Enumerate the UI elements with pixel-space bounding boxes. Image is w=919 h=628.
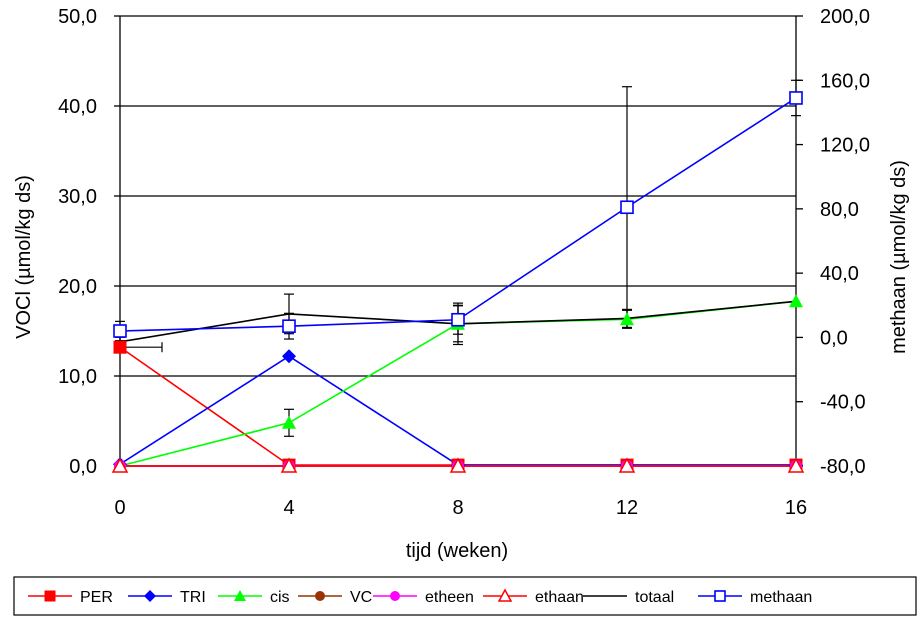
- x-tick-label: 0: [114, 497, 125, 519]
- y-tick-label: 0,0: [69, 456, 97, 478]
- y-axis-title: VOCl (µmol/kg ds): [13, 175, 35, 339]
- legend-item-TRI: TRI: [128, 589, 206, 606]
- series-line-methaan: [119, 97, 797, 332]
- x-axis-title: tijd (weken): [406, 540, 508, 562]
- y2-tick-label: 40,0: [820, 263, 859, 285]
- series-markers: [111, 91, 805, 473]
- marker-cis: [620, 312, 634, 326]
- legend-label: totaal: [635, 589, 674, 606]
- series-lines: [119, 97, 797, 467]
- marker-ethaan: [280, 457, 298, 473]
- y-tick-label: 30,0: [58, 186, 97, 208]
- marker: [497, 588, 513, 602]
- legend-label: TRI: [180, 589, 206, 606]
- y-tick-label: 50,0: [58, 6, 97, 28]
- marker-cis: [282, 415, 296, 429]
- y-tick-label: 20,0: [58, 276, 97, 298]
- marker: [144, 590, 156, 602]
- marker-ethaan: [787, 457, 805, 473]
- marker-ethaan: [618, 457, 636, 473]
- legend-label: cis: [270, 589, 290, 606]
- marker-methaan: [282, 319, 296, 333]
- y-tick-label: 40,0: [58, 96, 97, 118]
- legend-label: etheen: [425, 589, 474, 606]
- x-tick-label: 12: [616, 497, 638, 519]
- y-tick-label: 10,0: [58, 366, 97, 388]
- axis-labels: tijd (weken) VOCl (µmol/kg ds) methaan (…: [13, 160, 910, 562]
- legend: PER TRI cis VC etheen ethaan totaal methaan: [13, 576, 917, 616]
- marker: [44, 590, 56, 602]
- y2-tick-label: -40,0: [820, 392, 866, 414]
- axes: 0,0 10,0 20,0 30,0 40,0 50,0 -80,0 -40,0 0,0 40,0…: [58, 6, 870, 519]
- marker: [390, 591, 400, 601]
- legend-label: ethaan: [535, 589, 584, 606]
- marker-cis: [789, 294, 803, 308]
- legend-item-methaan: methaan: [698, 589, 812, 606]
- legend-item-ethaan: ethaan: [483, 588, 584, 606]
- marker-ethaan: [449, 457, 467, 473]
- y2-tick-label: 80,0: [820, 199, 859, 221]
- legend-item-PER: PER: [28, 589, 113, 606]
- x-tick-label: 16: [785, 497, 807, 519]
- series-line-TRI: [119, 355, 796, 466]
- legend-item-cis: cis: [218, 589, 290, 606]
- legend-item-totaal: totaal: [583, 589, 674, 606]
- y2-tick-label: -80,0: [820, 456, 866, 478]
- marker-ethaan: [111, 457, 129, 473]
- marker: [315, 591, 325, 601]
- marker-methaan: [789, 91, 803, 105]
- legend-label: PER: [80, 589, 113, 606]
- marker-methaan: [113, 324, 127, 338]
- marker: [714, 590, 726, 602]
- x-tick-label: 8: [452, 497, 463, 519]
- legend-label: methaan: [750, 589, 812, 606]
- y2-tick-label: 0,0: [820, 327, 848, 349]
- marker-methaan: [451, 312, 465, 327]
- legend-item-VC: VC: [298, 589, 372, 606]
- series-line-PER: [119, 346, 796, 466]
- legend-item-etheen: etheen: [373, 589, 474, 606]
- y2-axis-title: methaan (µmol/kg ds): [888, 160, 910, 354]
- y2-tick-label: 160,0: [820, 70, 870, 92]
- marker-methaan: [620, 200, 634, 215]
- y2-tick-label: 120,0: [820, 135, 870, 157]
- y2-tick-label: 200,0: [820, 6, 870, 28]
- marker: [234, 590, 246, 601]
- marker-PER: [113, 340, 127, 354]
- legend-label: VC: [350, 589, 372, 606]
- x-tick-label: 4: [283, 497, 294, 519]
- error-bars: [115, 79, 801, 437]
- marker-TRI: [282, 349, 296, 364]
